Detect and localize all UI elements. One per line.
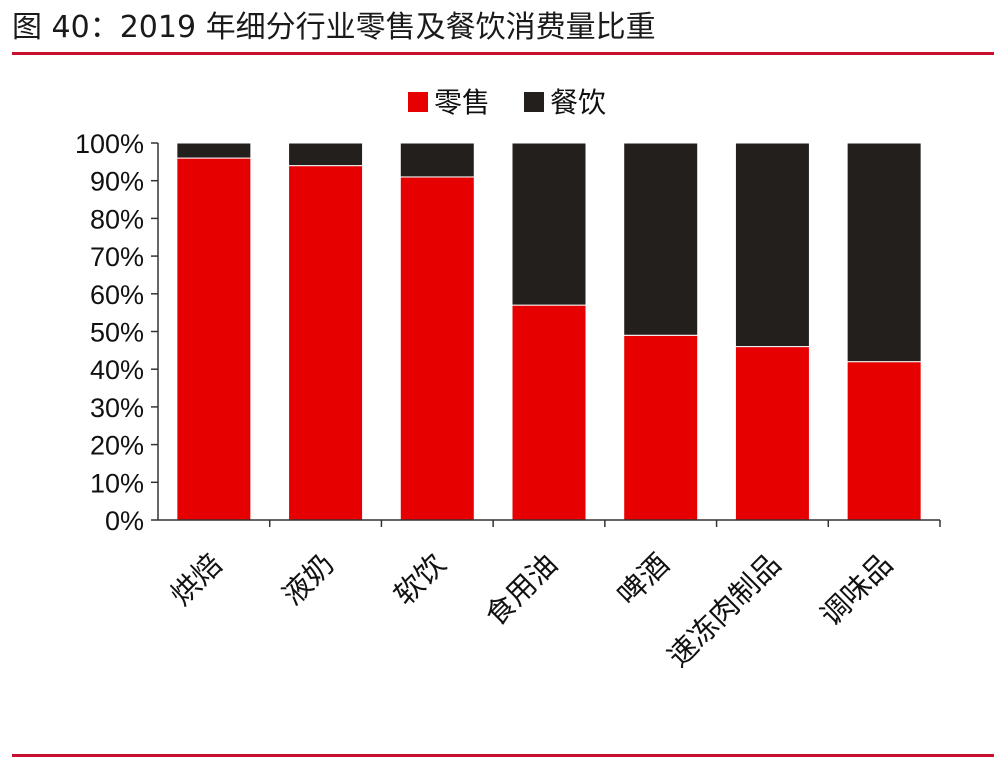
bar-retail xyxy=(176,157,252,521)
x-category-label: 调味品 xyxy=(814,547,900,633)
bar-catering xyxy=(176,142,252,159)
legend-label: 餐饮 xyxy=(550,86,606,119)
x-category-label: 软饮 xyxy=(387,547,452,612)
y-tick-label: 100% xyxy=(75,129,144,159)
bar-retail xyxy=(288,165,364,521)
y-tick-label: 30% xyxy=(90,393,144,423)
y-tick-label: 70% xyxy=(90,242,144,272)
x-category-label: 速冻肉制品 xyxy=(661,547,788,674)
bar-catering xyxy=(846,142,922,363)
x-category-label: 啤酒 xyxy=(611,547,676,612)
bar-retail xyxy=(846,361,922,521)
figure-title: 图 40：2019 年细分行业零售及餐饮消费量比重 xyxy=(12,10,656,45)
legend: 零售 餐饮 xyxy=(408,86,606,119)
x-category-label: 液奶 xyxy=(275,547,340,612)
bottom-rule xyxy=(12,754,994,757)
legend-swatch xyxy=(524,92,544,112)
y-tick-label: 50% xyxy=(90,318,144,348)
x-category-label: 烘焙 xyxy=(164,547,229,612)
y-tick-label: 60% xyxy=(90,280,144,310)
bar-group xyxy=(176,142,922,521)
y-tick-label: 20% xyxy=(90,431,144,461)
x-category-label: 食用油 xyxy=(478,547,564,633)
bar-catering xyxy=(623,142,699,336)
bar-catering xyxy=(399,142,475,178)
bar-retail xyxy=(511,304,587,521)
y-tick-label: 40% xyxy=(90,355,144,385)
y-axis-ticks: 0% 10% 20% 30% 40% 50% 60% 70% 80% 90% 100% xyxy=(75,129,158,536)
legend-swatch xyxy=(408,92,428,112)
legend-label: 零售 xyxy=(434,86,490,119)
bar-catering xyxy=(288,142,364,167)
bar-retail xyxy=(399,176,475,521)
y-tick-label: 80% xyxy=(90,204,144,234)
top-rule xyxy=(12,52,994,55)
y-tick-label: 90% xyxy=(90,167,144,197)
y-tick-label: 10% xyxy=(90,468,144,498)
bar-catering xyxy=(734,142,810,348)
bar-catering xyxy=(511,142,587,306)
bar-retail xyxy=(734,346,810,521)
y-tick-label: 0% xyxy=(105,506,144,536)
bar-retail xyxy=(623,334,699,521)
